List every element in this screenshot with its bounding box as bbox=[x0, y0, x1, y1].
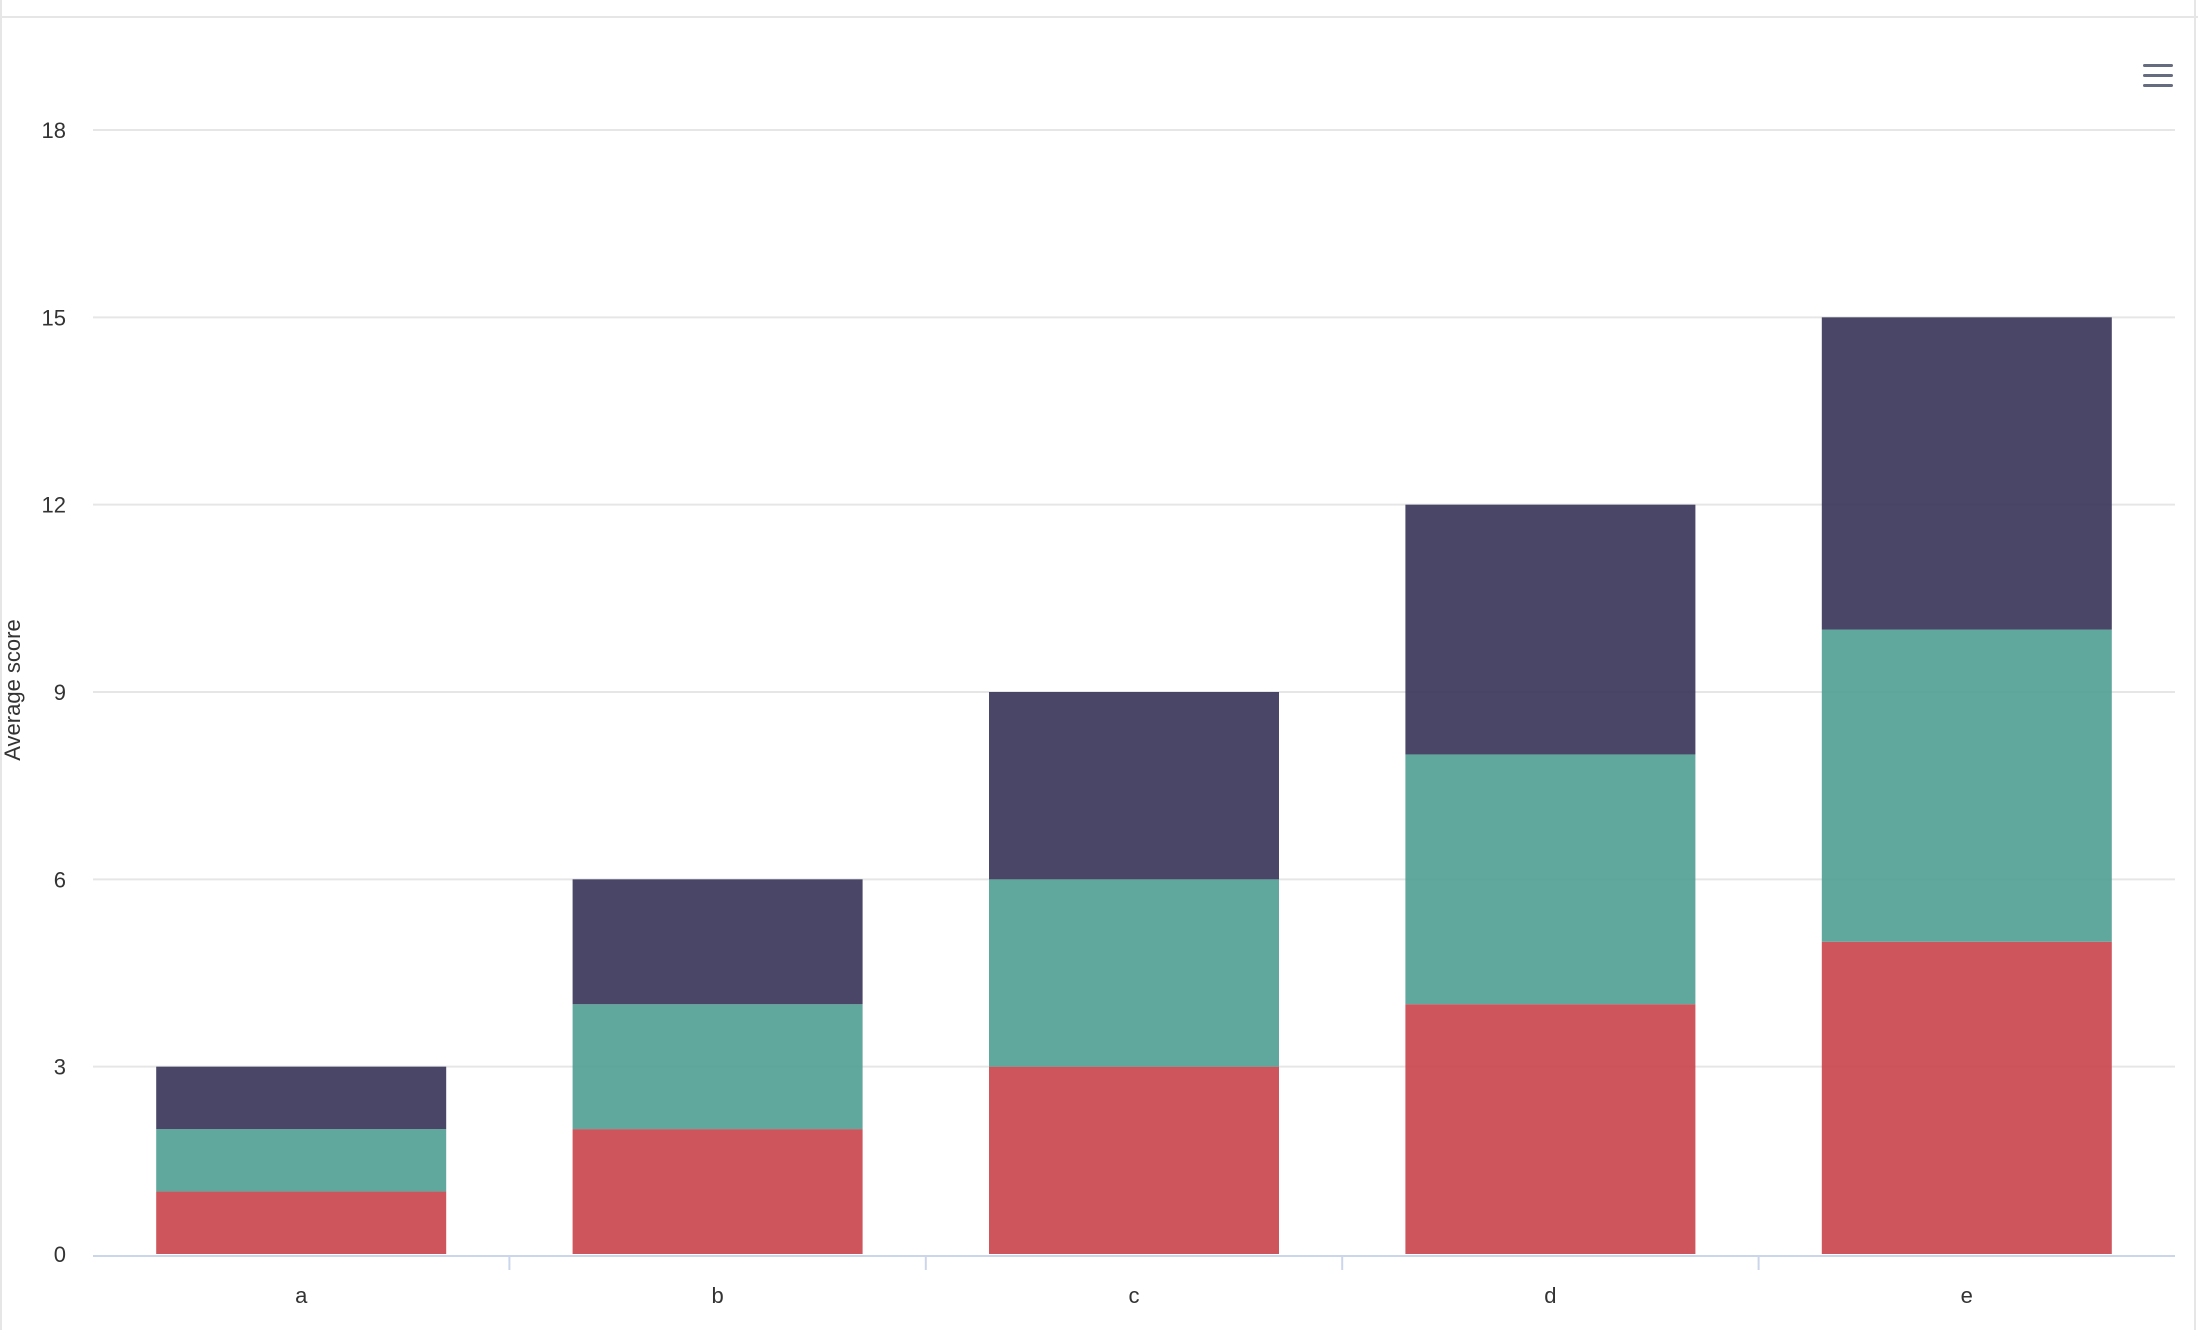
bar-a-segment-3[interactable] bbox=[156, 1066, 447, 1130]
x-tick-label-a: a bbox=[295, 1283, 308, 1308]
hamburger-menu-icon bbox=[2143, 84, 2173, 87]
y-tick-label: 3 bbox=[54, 1055, 66, 1080]
chart-top-border bbox=[0, 16, 2198, 18]
bar-d-segment-3[interactable] bbox=[1405, 504, 1696, 755]
bar-e-segment-1[interactable] bbox=[1821, 941, 2112, 1254]
hamburger-menu-icon bbox=[2143, 64, 2173, 67]
x-axis-tick-labels: a b c d e bbox=[295, 1283, 1973, 1308]
y-tick-label: 18 bbox=[42, 118, 66, 143]
bar-c-segment-1[interactable] bbox=[989, 1066, 1279, 1254]
y-tick-label: 15 bbox=[42, 305, 66, 330]
bar-d-segment-2[interactable] bbox=[1405, 754, 1696, 1005]
y-tick-label: 6 bbox=[54, 867, 66, 892]
bar-b-segment-3[interactable] bbox=[572, 879, 863, 1005]
bar-c-segment-3[interactable] bbox=[989, 692, 1279, 880]
y-tick-label: 9 bbox=[54, 680, 66, 705]
x-tick-label-e: e bbox=[1961, 1283, 1973, 1308]
bar-d-segment-1[interactable] bbox=[1405, 1004, 1696, 1254]
bar-b-segment-2[interactable] bbox=[572, 1004, 863, 1130]
x-tick-label-b: b bbox=[711, 1283, 723, 1308]
y-axis-title: Average score bbox=[0, 619, 25, 760]
hamburger-menu-icon bbox=[2143, 74, 2173, 77]
x-tick-label-c: c bbox=[1129, 1283, 1140, 1308]
chart-menu-button[interactable] bbox=[2136, 58, 2180, 94]
bar-e-segment-2[interactable] bbox=[1821, 629, 2112, 942]
bar-a-segment-2[interactable] bbox=[156, 1129, 447, 1192]
bar-stack-layer bbox=[156, 317, 2112, 1254]
bar-b-segment-1[interactable] bbox=[572, 1129, 863, 1254]
y-tick-label: 0 bbox=[54, 1242, 66, 1267]
y-tick-label: 12 bbox=[42, 493, 66, 518]
x-tick-label-d: d bbox=[1544, 1283, 1556, 1308]
bar-a-segment-1[interactable] bbox=[156, 1191, 447, 1254]
y-axis-tick-labels: 0 3 6 9 12 15 18 bbox=[42, 118, 66, 1267]
bar-e-segment-3[interactable] bbox=[1821, 317, 2112, 630]
x-axis bbox=[93, 1255, 2175, 1270]
bar-c-segment-2[interactable] bbox=[989, 879, 1279, 1067]
